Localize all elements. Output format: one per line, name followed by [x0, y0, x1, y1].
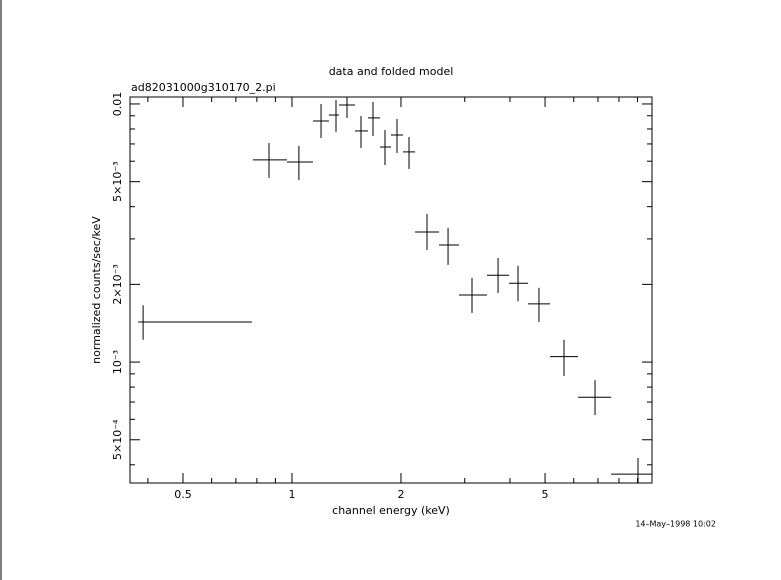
plot-area: [138, 97, 652, 483]
x-tick-label: 1: [288, 488, 295, 501]
x-tick-label: 5: [542, 488, 549, 501]
y-tick-label: 5×10⁻³: [111, 161, 124, 201]
y-tick-label: 2×10⁻³: [111, 264, 124, 304]
plot-frame: [129, 96, 653, 484]
chart-subtitle: ad82031000g310170_2.pi: [131, 81, 276, 94]
x-axis-label: channel energy (keV): [332, 504, 450, 517]
x-tick-label: 2: [397, 488, 404, 501]
chart-title: data and folded model: [329, 65, 454, 78]
y-tick-label: 0.01: [111, 92, 124, 117]
y-tick-label: 10⁻³: [111, 350, 124, 374]
x-tick-label: 0.5: [174, 488, 192, 501]
y-axis-label: normalized counts/sec/keV: [90, 216, 103, 364]
timestamp: 14–May–1998 10:02: [635, 520, 716, 529]
y-tick-label: 5×10⁻⁴: [111, 419, 124, 460]
